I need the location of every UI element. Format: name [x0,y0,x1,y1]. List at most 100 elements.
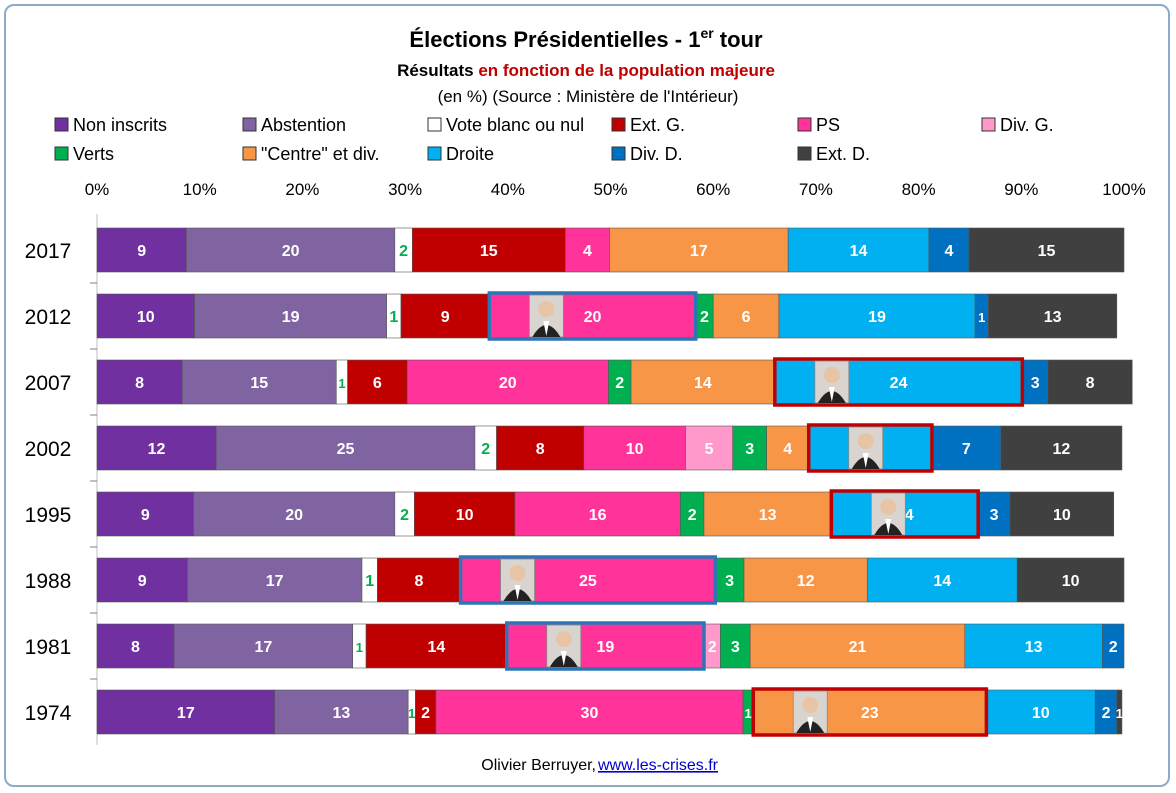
bar-segment [1016,557,1125,603]
legend-label: Abstention [261,115,346,135]
data-label: 7 [962,441,971,458]
data-label: 1 [978,310,985,325]
bar-segment [928,227,970,273]
legend-label: Ext. G. [630,115,685,135]
data-label: 20 [499,375,517,392]
legend-swatch [611,117,626,132]
bar-segment [377,557,461,603]
data-label: 2 [481,441,490,458]
bar-segment [96,359,183,405]
bar-segment [743,557,868,603]
footer-link[interactable]: www.les-crises.fr [597,757,719,774]
data-label: 19 [868,309,886,326]
y-axis: 2017 2012 2007 2002 1995 1988 1981 1974 [25,240,97,725]
legend-label: Droite [446,144,494,164]
bar-segment [1000,425,1123,471]
data-label: 13 [759,507,777,524]
portrait-icon [546,624,582,668]
winner-outline [458,555,718,605]
bar-segment [1047,359,1133,405]
legend-swatch [427,146,442,161]
data-label: 6 [742,309,751,326]
data-label: 12 [148,441,166,458]
legend-swatch [611,146,626,161]
data-label: 1 [1116,706,1123,721]
data-label: 1 [745,706,752,721]
legend: Non inscrits Abstention Vote blanc ou nul E… [54,115,1054,164]
bar-segment [514,491,681,537]
bar-segment [96,689,275,735]
portrait-icon [848,426,884,470]
data-label: 1 [389,309,398,326]
bar-segment [609,227,789,273]
legend-swatch [242,146,257,161]
legend-label: Ext. D. [816,144,870,164]
data-label: 10 [1053,507,1071,524]
bar-segment [988,293,1118,339]
data-label: 10 [626,441,644,458]
data-label: 1 [365,573,374,590]
bar-segment [186,227,396,273]
data-label: 21 [849,639,867,656]
winner-outline [505,621,706,671]
data-label: 8 [415,573,424,590]
bar-segment [766,425,810,471]
bar-segment [193,491,396,537]
legend-swatch [797,117,812,132]
data-label: 15 [1038,243,1056,260]
data-label: 10 [1062,573,1080,590]
data-label: 10 [1032,705,1050,722]
bar-segment [181,359,337,405]
winner-outline [806,423,934,473]
bar-segment [96,623,175,669]
data-label: 16 [589,507,607,524]
data-label: 23 [861,705,879,722]
data-label: 9 [138,573,147,590]
data-label: 14 [428,639,446,656]
bar-segment [712,293,780,339]
bar-segment [173,623,354,669]
bar-segment [96,293,195,339]
data-label: 17 [254,639,272,656]
x-tick-label: 10% [183,180,217,199]
footer-author: Olivier Berruyer, [481,757,596,774]
data-label: 12 [1052,441,1070,458]
winner-outline [751,687,989,737]
bar-segment [96,227,187,273]
bar-segment [187,557,363,603]
data-label: 20 [584,309,602,326]
bar-segment [787,227,930,273]
data-label: 2 [615,375,624,392]
chart-subtitle: Résultats en fonction de la population m… [397,61,775,80]
bar-segment [1116,689,1123,735]
winner-outline [829,489,980,539]
y-tick-label: 2007 [25,372,72,395]
bar-segment [986,689,1096,735]
legend-swatch [242,117,257,132]
legend-swatch [54,117,69,132]
x-tick-label: 40% [491,180,525,199]
data-label: 13 [333,705,351,722]
data-label: 2 [708,639,717,656]
legend-label: Verts [73,144,114,164]
data-label: 19 [596,639,614,656]
data-label: 4 [583,243,592,260]
bar-segment [749,623,966,669]
y-tick-label: 1988 [25,570,72,593]
portrait-icon [870,492,906,536]
bar-segment [506,623,705,669]
data-label: 15 [250,375,268,392]
winner-outline [487,291,698,341]
y-tick-label: 2012 [25,306,72,329]
legend-label: Non inscrits [73,115,167,135]
data-label: 13 [1025,639,1043,656]
data-label: 25 [579,573,597,590]
data-label: 9 [141,507,150,524]
data-label: 12 [797,573,815,590]
data-label: 3 [745,441,754,458]
x-tick-label: 30% [388,180,422,199]
bar-segment [411,227,566,273]
bar-segment [583,425,686,471]
data-label: 10 [456,507,474,524]
bar-segment [1022,359,1049,405]
